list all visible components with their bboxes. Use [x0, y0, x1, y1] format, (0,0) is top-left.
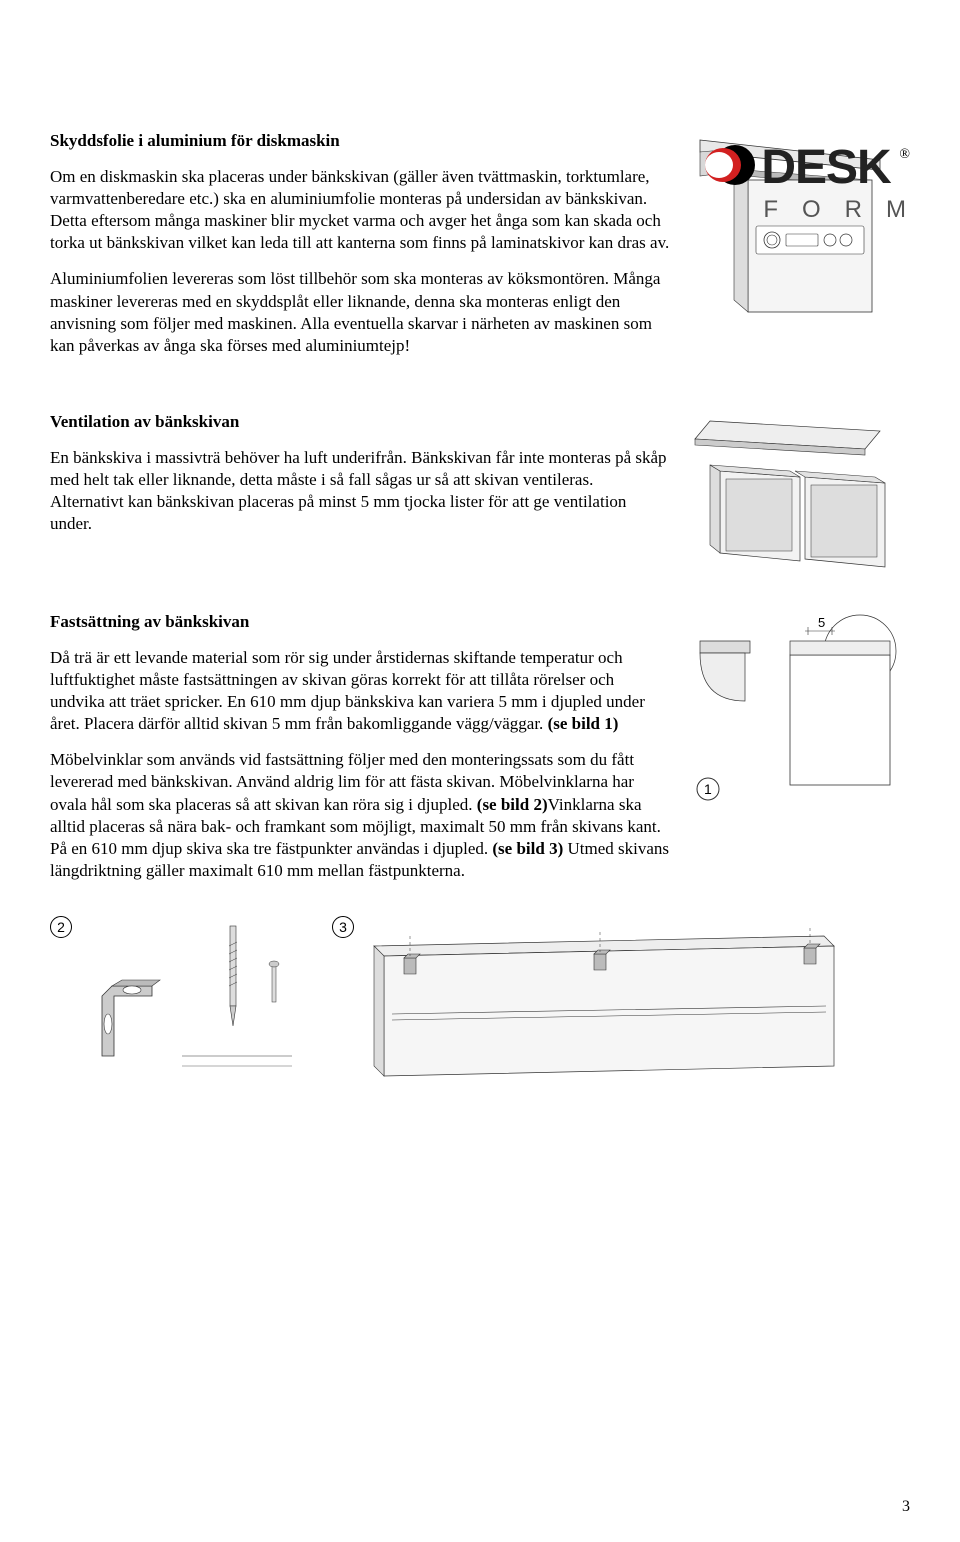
section3-p2d: (se bild 3)	[492, 839, 563, 858]
section3-title: Fastsättning av bänkskivan	[50, 611, 670, 633]
section3-p1b: (se bild 1)	[548, 714, 619, 733]
dim-5-label: 5	[818, 615, 825, 630]
section3-p1: Då trä är ett levande material som rör s…	[50, 647, 670, 735]
section-ventilation: Ventilation av bänkskivan En bänkskiva i…	[50, 411, 910, 571]
section1-p1: Om en diskmaskin ska placeras under bänk…	[50, 166, 670, 254]
logo-main-text: DESK	[761, 146, 890, 189]
section2-p1: En bänkskiva i massivträ behöver ha luft…	[50, 447, 670, 535]
fig2-number: 2	[50, 916, 72, 938]
section1-p2: Aluminiumfolien levereras som löst tillb…	[50, 268, 670, 356]
section3-p2b: (se bild 2)	[477, 795, 548, 814]
logo-sub-text: FORM	[763, 194, 930, 225]
figure-bild1: 5 1	[690, 611, 900, 811]
figure-bild3: 3	[332, 916, 844, 1086]
figure-bild2: 2	[50, 916, 302, 1086]
section2-title: Ventilation av bänkskivan	[50, 411, 670, 433]
svg-text:1: 1	[704, 781, 712, 797]
logo-dot-icon	[699, 140, 755, 196]
section-fastsattning: Fastsättning av bänkskivan Då trä är ett…	[50, 611, 910, 1086]
bottom-figure-row: 2	[50, 916, 910, 1086]
brand-logo: ® DESK FORM	[699, 140, 930, 225]
figure-ventilation	[690, 411, 900, 571]
trademark-symbol: ®	[899, 146, 910, 164]
page-number: 3	[902, 1497, 910, 1518]
section3-p2: Möbelvinklar som används vid fastsättnin…	[50, 749, 670, 882]
fig3-number: 3	[332, 916, 354, 938]
section1-title: Skyddsfolie i aluminium för diskmaskin	[50, 130, 670, 152]
